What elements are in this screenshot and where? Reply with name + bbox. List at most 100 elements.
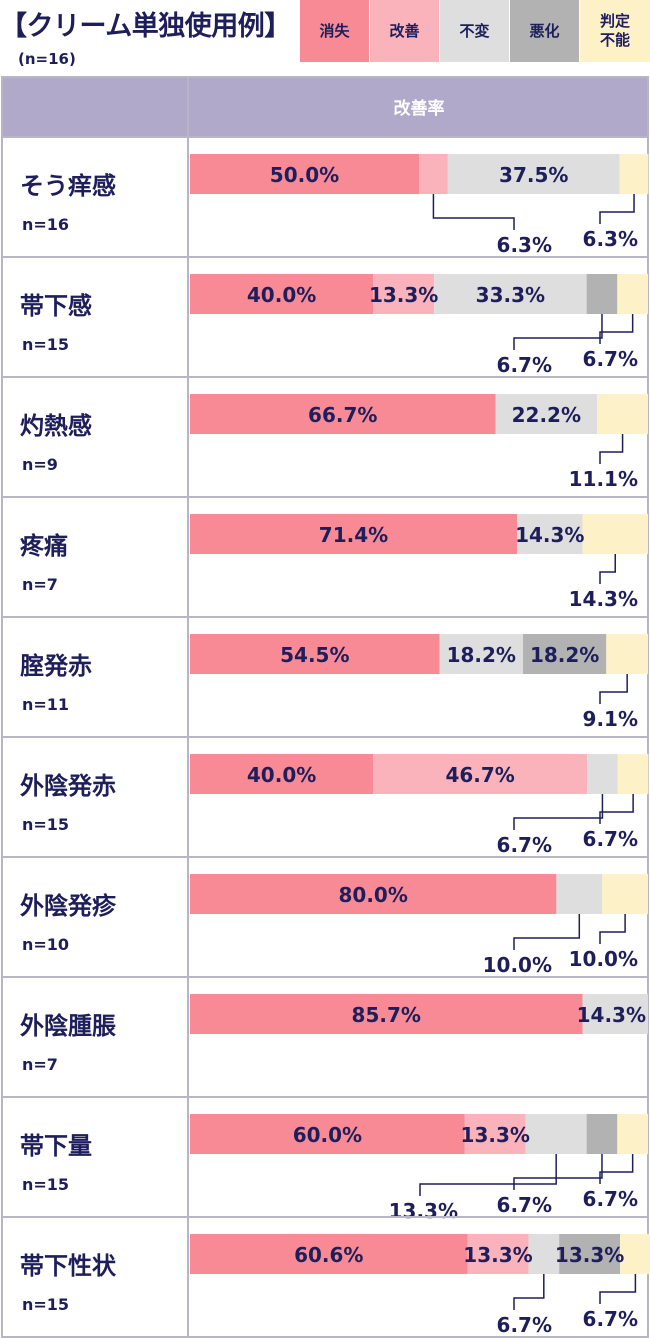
legend-item-4: 判定 不能 [580,0,650,62]
data-label: 6.7% [497,1313,552,1337]
data-label: 6.7% [583,1187,638,1211]
leader-line [513,1154,603,1190]
n-label: n=15 [22,1295,69,1314]
data-label: 6.7% [497,353,552,377]
bar-0 [190,634,440,674]
n-label: n=7 [22,575,58,594]
leader-line [599,674,628,704]
bar-2 [525,1114,587,1154]
data-label: 9.1% [583,707,638,731]
data-label: 6.7% [583,1307,638,1331]
data-label: 37.5% [499,163,568,187]
category-label: 腟発赤 [20,652,92,680]
data-label: 13.3% [389,1199,458,1223]
n-label: n=9 [22,455,58,474]
bar-0 [190,154,419,194]
category-label: 疼痛 [20,532,68,560]
column-header-label: 改善率 [394,98,445,119]
n-label: n=15 [22,1175,69,1194]
data-label: 13.3% [463,1243,532,1267]
data-label: 33.3% [476,283,545,307]
legend-item-0: 消失 [300,0,369,62]
bar-3 [522,634,607,674]
bar-0 [190,994,583,1034]
bar-2 [439,634,523,674]
data-label: 10.0% [483,953,552,977]
bar-0 [190,274,374,314]
bar-4 [602,874,648,914]
data-label: 80.0% [339,883,408,907]
category-label: 外陰発赤 [20,772,116,800]
bar-3 [559,1234,621,1274]
n-label: n=11 [22,695,69,714]
data-label: 13.3% [461,1123,530,1147]
data-label: 18.2% [447,643,516,667]
legend-item-1: 改善 [370,0,439,62]
data-label: 6.7% [583,347,638,371]
bar-0 [190,874,557,914]
data-label: 14.3% [569,587,638,611]
leader-line [599,314,634,344]
leader-line [432,194,515,230]
category-label: そう痒感 [20,172,116,200]
category-label: 帯下量 [20,1132,92,1160]
bar-4 [617,1114,648,1154]
leader-line [513,1274,545,1310]
data-label: 14.3% [577,1003,646,1027]
data-label: 6.7% [583,827,638,851]
bar-0 [190,1234,468,1274]
data-label: 11.1% [569,467,638,491]
data-label: 13.3% [555,1243,624,1267]
data-label: 46.7% [445,763,514,787]
n-label: n=15 [22,335,69,354]
bar-2 [587,754,618,794]
category-label: 外陰腫脹 [20,1012,116,1040]
chart-header: 【クリーム単独使用例】 (n=16) 消失 改善 不変 悪化 判定 不能 [0,0,650,76]
bar-4 [617,754,649,794]
leader-line [513,314,603,350]
chart-title: 【クリーム単独使用例】 [0,11,291,42]
leader-line [599,434,624,464]
leader-line [419,1154,557,1196]
data-label: 14.3% [515,523,584,547]
n-label: n=16 [22,215,69,234]
data-label: 22.2% [512,403,581,427]
bar-0 [190,1114,465,1154]
n-label: n=10 [22,935,69,954]
bar-2 [447,154,620,194]
data-label: 60.0% [293,1123,362,1147]
bar-4 [597,394,648,434]
bar-2 [528,1234,560,1274]
bar-1 [464,1114,526,1154]
category-label: 帯下性状 [20,1252,117,1280]
table-border [1,76,649,1338]
sample-size-label: (n=16) [18,50,76,68]
data-label: 40.0% [247,283,316,307]
leader-line [599,1274,637,1304]
bar-2 [517,514,583,554]
bar-4 [582,514,648,554]
leader-line [599,554,617,584]
bar-3 [586,1114,618,1154]
data-label: 66.7% [308,403,377,427]
data-label: 10.0% [569,947,638,971]
data-label: 6.7% [497,1193,552,1217]
n-label: n=7 [22,1055,58,1074]
bar-2 [556,874,603,914]
leader-line [599,194,635,224]
leader-line [513,914,581,950]
bar-1 [467,1234,529,1274]
data-label: 50.0% [270,163,339,187]
bar-4 [619,154,649,194]
data-label: 60.6% [294,1243,363,1267]
category-label: 外陰発疹 [20,892,117,920]
data-label: 40.0% [247,763,316,787]
bar-0 [190,754,374,794]
leader-line [599,794,634,824]
column-header-band [2,77,648,137]
legend-item-2: 不変 [440,0,509,62]
bar-1 [419,154,448,194]
data-label: 6.3% [583,227,638,251]
bar-3 [586,274,618,314]
